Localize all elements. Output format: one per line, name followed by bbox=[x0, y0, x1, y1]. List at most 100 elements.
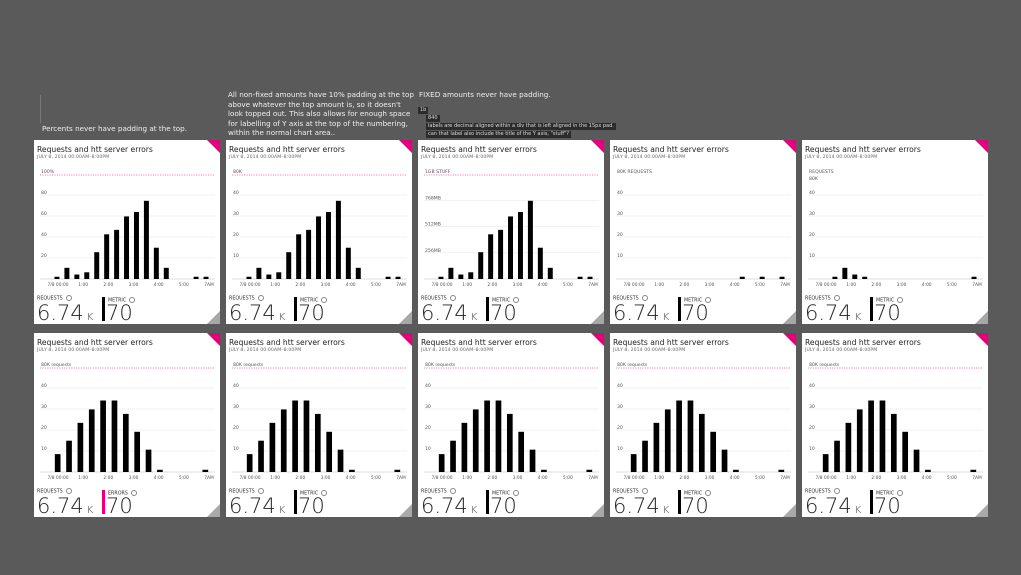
info-icon[interactable] bbox=[321, 490, 328, 496]
data-bar bbox=[193, 276, 199, 279]
info-icon[interactable] bbox=[641, 295, 648, 301]
bar-chart: 100% 80 60 40 20 7/8 00:00 1:00 2:00 3:00 4:00 5:0… bbox=[40, 169, 215, 288]
info-icon[interactable] bbox=[321, 297, 328, 303]
info-icon[interactable] bbox=[513, 490, 520, 496]
resize-handle-icon[interactable] bbox=[591, 311, 604, 324]
resize-handle-icon[interactable] bbox=[399, 311, 412, 324]
pin-corner-icon[interactable] bbox=[207, 140, 220, 153]
chart-tile[interactable]: Requests and htt server errors JULY 8, 20… bbox=[802, 333, 988, 517]
data-bar bbox=[153, 247, 159, 279]
x-tick-label: 7AM bbox=[396, 475, 406, 481]
data-bar bbox=[577, 276, 583, 279]
resize-handle-icon[interactable] bbox=[399, 504, 412, 517]
data-bar bbox=[527, 200, 533, 279]
info-icon[interactable] bbox=[257, 488, 264, 494]
metric-indicator-bar bbox=[294, 297, 297, 321]
resize-handle-icon[interactable] bbox=[975, 311, 988, 324]
info-icon[interactable] bbox=[449, 295, 456, 301]
data-bar bbox=[834, 440, 840, 472]
data-bar bbox=[518, 431, 525, 472]
resize-handle-icon[interactable] bbox=[207, 504, 220, 517]
x-tick-label: 3:00 bbox=[513, 282, 523, 288]
resize-handle-icon[interactable] bbox=[783, 311, 796, 324]
info-icon[interactable] bbox=[833, 488, 840, 494]
data-bar bbox=[537, 247, 543, 279]
x-tick-label: 3:00 bbox=[513, 475, 523, 481]
pin-corner-icon[interactable] bbox=[975, 333, 988, 346]
pin-corner-icon[interactable] bbox=[975, 140, 988, 153]
chart-tile[interactable]: Requests and htt server errors JULY 8, 20… bbox=[226, 140, 412, 324]
metric-label: ERRORS bbox=[108, 490, 137, 497]
y-tick-label: 10 bbox=[809, 253, 815, 259]
info-icon[interactable] bbox=[705, 490, 712, 496]
metric-label-text: METRIC bbox=[492, 298, 511, 304]
info-icon[interactable] bbox=[897, 490, 904, 496]
requests-unit: K bbox=[278, 312, 286, 323]
y-axis-head-label: 80K requests bbox=[809, 362, 840, 368]
chart-tile[interactable]: Requests and htt server errors JULY 8, 20… bbox=[610, 140, 796, 324]
info-icon[interactable] bbox=[130, 490, 137, 496]
info-icon[interactable] bbox=[65, 488, 72, 494]
chart-tile[interactable]: Requests and htt server errors JULY 8, 20… bbox=[418, 333, 604, 517]
metric-label-text: METRIC bbox=[876, 491, 895, 497]
info-icon[interactable] bbox=[449, 488, 456, 494]
pin-corner-icon[interactable] bbox=[783, 333, 796, 346]
tooltip-callout: 1b 840 labels are decimal aligned within… bbox=[418, 107, 616, 139]
resize-handle-icon[interactable] bbox=[207, 311, 220, 324]
y-axis-head-label: REQUESTS bbox=[809, 169, 834, 175]
data-bar bbox=[461, 422, 468, 472]
pin-corner-icon[interactable] bbox=[783, 140, 796, 153]
y-tick-label: 20 bbox=[425, 425, 431, 431]
info-icon[interactable] bbox=[65, 295, 72, 301]
x-tick-label: 5:00 bbox=[371, 475, 381, 481]
metric-indicator-bar bbox=[294, 490, 297, 514]
pin-corner-icon[interactable] bbox=[207, 333, 220, 346]
x-tick-label: 7/8 00:00 bbox=[815, 282, 836, 288]
data-bar bbox=[495, 400, 502, 472]
tile-title: Requests and htt server errors bbox=[421, 145, 537, 154]
y-axis-sub-label: 80K bbox=[809, 176, 819, 182]
requests-label: REQUESTS bbox=[421, 488, 456, 495]
x-tick-label: 4:00 bbox=[922, 282, 932, 288]
data-bar bbox=[104, 234, 110, 279]
requests-label-text: REQUESTS bbox=[421, 296, 447, 302]
pin-corner-icon[interactable] bbox=[399, 140, 412, 153]
chart-tile[interactable]: Requests and htt server errors JULY 8, 20… bbox=[34, 140, 220, 324]
requests-label: REQUESTS bbox=[805, 488, 840, 495]
requests-label-text: REQUESTS bbox=[613, 489, 639, 495]
chart-tile[interactable]: Requests and htt server errors JULY 8, 20… bbox=[34, 333, 220, 517]
data-bar bbox=[296, 234, 302, 279]
chart-tile[interactable]: Requests and htt server errors JULY 8, 20… bbox=[802, 140, 988, 324]
pin-corner-icon[interactable] bbox=[591, 140, 604, 153]
data-bar bbox=[902, 431, 909, 472]
info-icon[interactable] bbox=[257, 295, 264, 301]
data-bar bbox=[832, 276, 838, 279]
data-bar bbox=[84, 272, 90, 279]
info-icon[interactable] bbox=[129, 297, 136, 303]
pin-corner-icon[interactable] bbox=[591, 333, 604, 346]
x-tick-label: 3:00 bbox=[705, 282, 715, 288]
data-bar bbox=[586, 469, 593, 472]
x-tick-label: 2:00 bbox=[295, 282, 305, 288]
info-icon[interactable] bbox=[641, 488, 648, 494]
pin-corner-icon[interactable] bbox=[399, 333, 412, 346]
resize-handle-icon[interactable] bbox=[975, 504, 988, 517]
x-tick-label: 1:00 bbox=[270, 282, 280, 288]
data-bar bbox=[913, 449, 920, 472]
info-icon[interactable] bbox=[897, 297, 904, 303]
info-icon[interactable] bbox=[705, 297, 712, 303]
chart-tile[interactable]: Requests and htt server errors JULY 8, 20… bbox=[226, 333, 412, 517]
metric-label: METRIC bbox=[492, 490, 520, 497]
chart-area: 80K requests 40 30 20 10 7/8 00:00 1:00 2:00 3:0… bbox=[610, 357, 796, 485]
chart-tile[interactable]: Requests and htt server errors JULY 8, 20… bbox=[418, 140, 604, 324]
x-tick-label: 7/8 00:00 bbox=[815, 475, 836, 481]
resize-handle-icon[interactable] bbox=[591, 504, 604, 517]
info-icon[interactable] bbox=[833, 295, 840, 301]
resize-handle-icon[interactable] bbox=[783, 504, 796, 517]
info-icon[interactable] bbox=[513, 297, 520, 303]
x-tick-label: 1:00 bbox=[846, 282, 856, 288]
metric-label-text: METRIC bbox=[876, 298, 895, 304]
metric-indicator-bar bbox=[102, 490, 105, 514]
x-tick-label: 4:00 bbox=[538, 282, 548, 288]
chart-tile[interactable]: Requests and htt server errors JULY 8, 20… bbox=[610, 333, 796, 517]
